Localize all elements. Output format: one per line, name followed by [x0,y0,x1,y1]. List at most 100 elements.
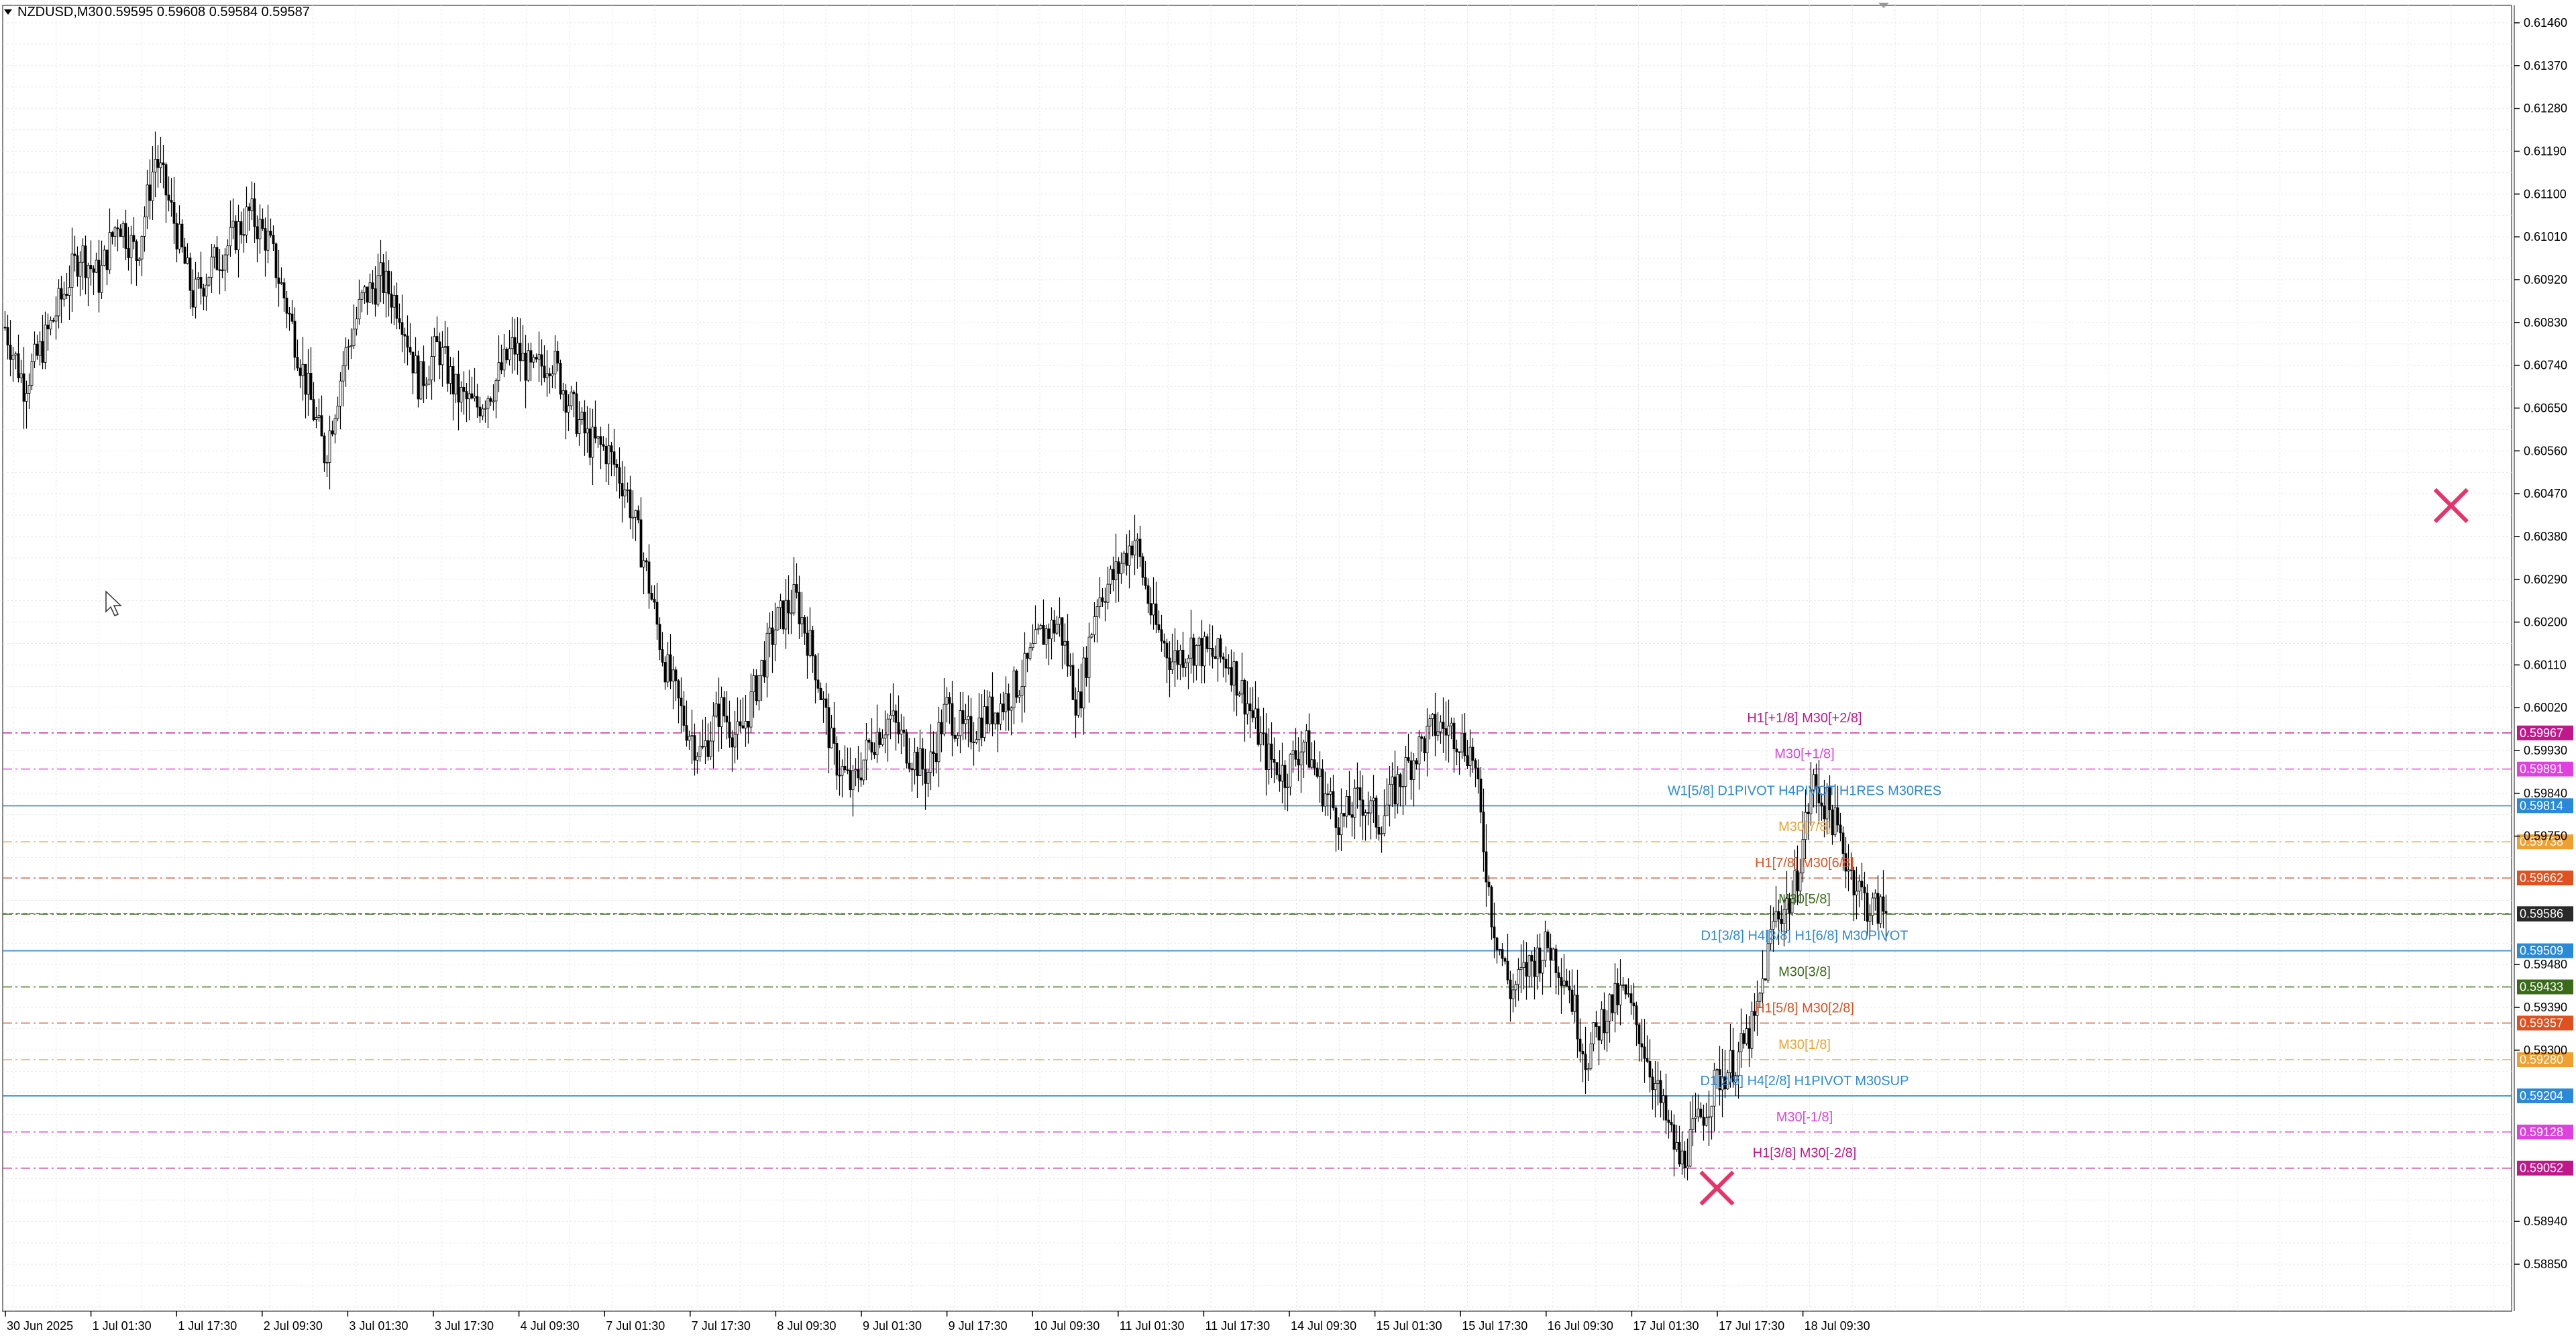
candle-bear [1415,760,1418,765]
candle-bear [1530,955,1534,962]
candle-bear [1788,898,1791,913]
candle-bear [1699,1109,1703,1118]
candle-bull [443,346,447,348]
candle-bear [572,392,576,394]
candle-bull [1044,628,1048,645]
candle-bear [1358,787,1362,801]
dropdown-triangle-icon[interactable] [4,9,12,15]
y-tick-label: 0.59300 [2524,1044,2567,1057]
candle-bull [1302,741,1305,752]
candle-bear [1071,665,1075,700]
candle-bear [304,364,307,395]
candle-bear [564,390,568,413]
candle-bull [49,320,52,329]
candle-bull [765,632,769,677]
candle-bull [213,247,216,258]
candle-bull [1756,1001,1759,1016]
candle-bear [1444,728,1448,736]
y-tick-label: 0.61370 [2524,59,2567,72]
x-tick-label: 3 Jul 17:30 [435,1319,494,1333]
candle-bull [1179,649,1182,665]
candle-bear [1466,755,1469,767]
candle-bear [782,600,785,630]
candle-bear [1624,984,1627,995]
candle-bear [366,286,369,303]
candle-bear [290,313,294,322]
y-tick-label: 0.59750 [2524,830,2567,843]
candle-bear [1141,556,1144,578]
candle-bull [900,730,903,734]
candle-bear [1557,972,1560,978]
candle-bear [465,391,468,400]
candle-bear [282,282,286,298]
price-box [2517,943,2573,958]
candle-bull [561,390,565,395]
candle-bull [333,418,337,435]
candle-bear [1337,827,1340,836]
candle-bear [1546,932,1550,948]
candle-bull [1305,730,1308,742]
candle-bear [1112,569,1115,581]
price-box [2517,1160,2573,1176]
y-tick-label: 0.60650 [2524,401,2567,414]
candle-bull [591,427,594,458]
candle-bull [108,232,111,270]
candle-bear [1283,765,1287,788]
candle-bull [959,710,962,736]
candle-bear [1839,824,1842,834]
candle-bear [124,223,127,249]
candle-bull [1063,640,1067,646]
candle-bull [1522,962,1525,968]
candle-bear [803,617,806,634]
candle-bull [999,704,1002,725]
candle-bull [70,254,74,288]
candle-bull [696,756,699,761]
candle-bear [1273,759,1276,763]
candle-bull [1587,1068,1590,1070]
candle-bull [368,282,372,303]
candle-bull [889,715,892,720]
candle-bull [1299,751,1303,766]
candle-bull [1098,597,1102,607]
x-tick-label: 15 Jul 17:30 [1462,1319,1527,1333]
x-tick-label: 7 Jul 17:30 [692,1319,751,1333]
candle-bull [328,430,331,463]
candle-bear [612,451,616,465]
y-tick-label: 0.60470 [2524,487,2567,500]
candle-bull [1541,960,1544,974]
candle-bear [583,411,586,434]
candle-bear [76,255,79,277]
candle-bear [996,712,1000,725]
candle-bear [164,164,168,196]
candle-bear [1474,760,1477,769]
candle-bull [1573,995,1576,1012]
y-tick-label: 0.59390 [2524,1001,2567,1014]
candle-bear [787,600,790,614]
candle-bull [315,417,318,421]
candle-bull [1310,759,1313,768]
candle-bull [521,352,525,361]
y-tick-label: 0.60560 [2524,444,2567,457]
candle-bear [189,258,192,291]
level-label: H1[+1/8] M30[+2/8] [1747,711,1862,726]
scroll-marker-icon[interactable] [1878,3,1889,8]
candle-bear [1074,699,1077,716]
y-tick-label: 0.60380 [2524,530,2567,543]
candle-bull [1050,620,1053,639]
candle-bull [430,356,433,380]
candle-bull [1447,725,1450,736]
candle-bear [89,265,93,270]
plot-border [2,5,2512,1312]
price-box [2517,834,2573,850]
candle-bull [30,361,34,386]
candle-bull [1208,647,1212,649]
candle-bull [1793,870,1796,899]
candle-bull [25,393,28,402]
candle-bull [929,751,932,773]
candle-bear [1640,1043,1644,1048]
candle-bull [1010,708,1013,711]
candle-bear [462,386,466,392]
y-tick-label: 0.60200 [2524,616,2567,629]
candle-bull [1729,1050,1732,1074]
